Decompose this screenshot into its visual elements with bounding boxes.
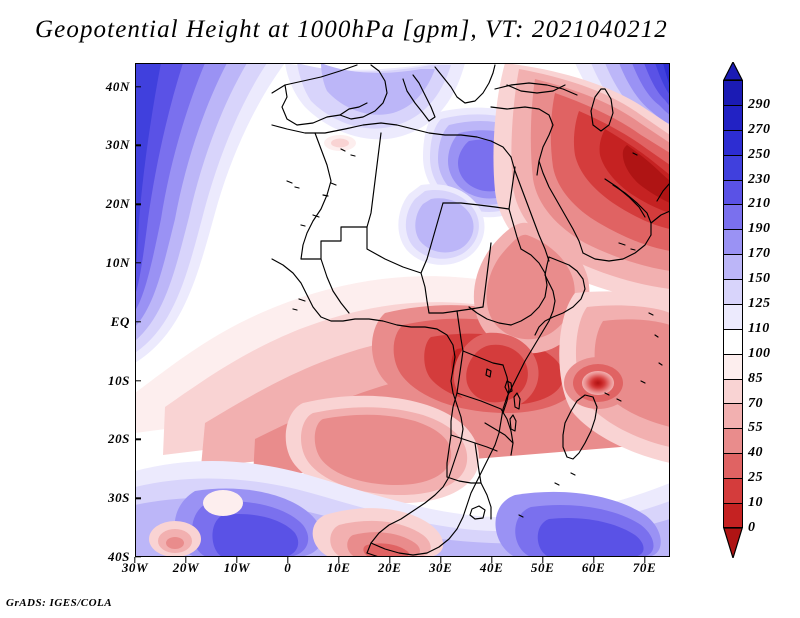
- colorbar-band: [723, 303, 743, 329]
- latitude-tick-mark: [135, 144, 141, 147]
- latitude-tick-label: EQ: [110, 313, 130, 329]
- longitude-tick-label: 40E: [479, 560, 504, 575]
- latitude-tick-mark: [135, 438, 141, 441]
- colorbar-tick-label: 100: [748, 345, 771, 361]
- colorbar-band: [723, 328, 743, 354]
- colorbar-tick-label: 0: [748, 520, 756, 535]
- latitude-tick-label: 10S: [107, 372, 130, 388]
- colorbar-band: [723, 279, 743, 304]
- colorbar-top-arrow: [723, 62, 743, 81]
- colorbar-tick-label: 10: [748, 495, 763, 511]
- longitude-tick-mark: [440, 557, 442, 563]
- latitude-axis: 40N 30N 20N 10N EQ 10S 20S 30S 40S: [86, 63, 130, 564]
- latitude-tick-mark: [135, 321, 141, 323]
- longitude-tick-label: 70E: [632, 560, 657, 575]
- latitude-tick-label: 40S: [107, 549, 130, 564]
- latitude-tick-label: 20N: [105, 196, 130, 212]
- colorbar-tick-label: 230: [748, 171, 771, 187]
- colorbar-tick-label: 70: [748, 395, 763, 411]
- colorbar-bands: [723, 80, 743, 528]
- latitude-tick-mark: [135, 203, 141, 205]
- colorbar-tick-label: 150: [748, 271, 771, 287]
- colorbar-band: [723, 154, 743, 180]
- colorbar-band: [723, 229, 743, 255]
- colorbar-tick-label: 250: [748, 146, 771, 162]
- longitude-tick-mark: [643, 557, 646, 563]
- colorbar-band: [723, 403, 743, 429]
- colorbar-tick-label: 85: [748, 370, 763, 386]
- colorbar-band: [723, 204, 743, 230]
- latitude-tick-label: 30S: [107, 490, 130, 506]
- latitude-tick-mark: [135, 497, 141, 499]
- latitude-tick-mark: [135, 262, 141, 264]
- colorbar-band: [723, 428, 743, 454]
- colorbar-tick-label: 290: [748, 96, 771, 112]
- colorbar-band: [723, 502, 743, 528]
- latitude-tick-label: 30N: [105, 137, 130, 153]
- colorbar-band: [723, 129, 743, 155]
- latitude-tick-mark: [135, 556, 141, 558]
- colorbar-tick-label: 110: [748, 320, 770, 336]
- longitude-tick-mark: [490, 557, 493, 563]
- colorbar-band: [723, 378, 743, 404]
- longitude-tick-mark: [134, 557, 136, 563]
- geopotential-height-field: [135, 63, 670, 557]
- longitude-tick-label: 10E: [327, 560, 351, 575]
- map-plot-area: [135, 63, 670, 557]
- longitude-tick-label: 20E: [378, 560, 402, 575]
- colorbar-band: [723, 104, 743, 130]
- longitude-tick-mark: [236, 557, 238, 563]
- longitude-tick-label: 0: [284, 560, 292, 575]
- latitude-tick-label: 10N: [105, 254, 130, 270]
- longitude-tick-label: 30E: [428, 560, 453, 575]
- colorbar-tick-label: 270: [748, 121, 771, 137]
- colorbar-tick-label: 210: [748, 196, 771, 212]
- colorbar-tick-label: 55: [748, 420, 763, 436]
- colorbar-band: [723, 254, 743, 279]
- latitude-tick-mark: [135, 85, 141, 88]
- longitude-axis: 30W 20W 10W 0 10E 20E 30E 40E 50E 60E 70E: [122, 560, 670, 584]
- colorbar-band: [723, 80, 743, 105]
- colorbar-tick-label: 40: [748, 445, 763, 461]
- longitude-tick-mark: [389, 557, 391, 563]
- longitude-tick-mark: [338, 557, 340, 563]
- colorbar-tick-label: 170: [748, 246, 771, 262]
- colorbar-band: [723, 453, 743, 478]
- colorbar-tick-label: 125: [748, 296, 771, 311]
- colorbar-band: [723, 478, 743, 503]
- colorbar-band: [723, 179, 743, 205]
- page-title: Geopotential Height at 1000hPa [gpm], VT…: [35, 16, 668, 43]
- colorbar-bottom-arrow: [723, 527, 743, 558]
- longitude-tick-label: 20W: [172, 560, 200, 575]
- longitude-tick-mark: [185, 557, 187, 563]
- longitude-tick-label: 30W: [121, 560, 149, 575]
- longitude-tick-label: 10W: [223, 560, 251, 575]
- longitude-tick-mark: [541, 557, 544, 563]
- grads-credit: GrADS: IGES/COLA: [6, 597, 113, 609]
- latitude-tick-label: 20S: [107, 431, 130, 447]
- longitude-tick-label: 60E: [581, 560, 606, 575]
- latitude-tick-label: 40N: [105, 78, 130, 94]
- latitude-tick-mark: [135, 379, 141, 382]
- colorbar-tick-label: 190: [748, 221, 771, 237]
- colorbar-band: [723, 353, 743, 379]
- longitude-tick-mark: [592, 557, 595, 563]
- longitude-tick-label: 50E: [530, 560, 555, 575]
- longitude-tick-mark: [287, 557, 289, 563]
- colorbar-tick-label: 25: [748, 470, 763, 486]
